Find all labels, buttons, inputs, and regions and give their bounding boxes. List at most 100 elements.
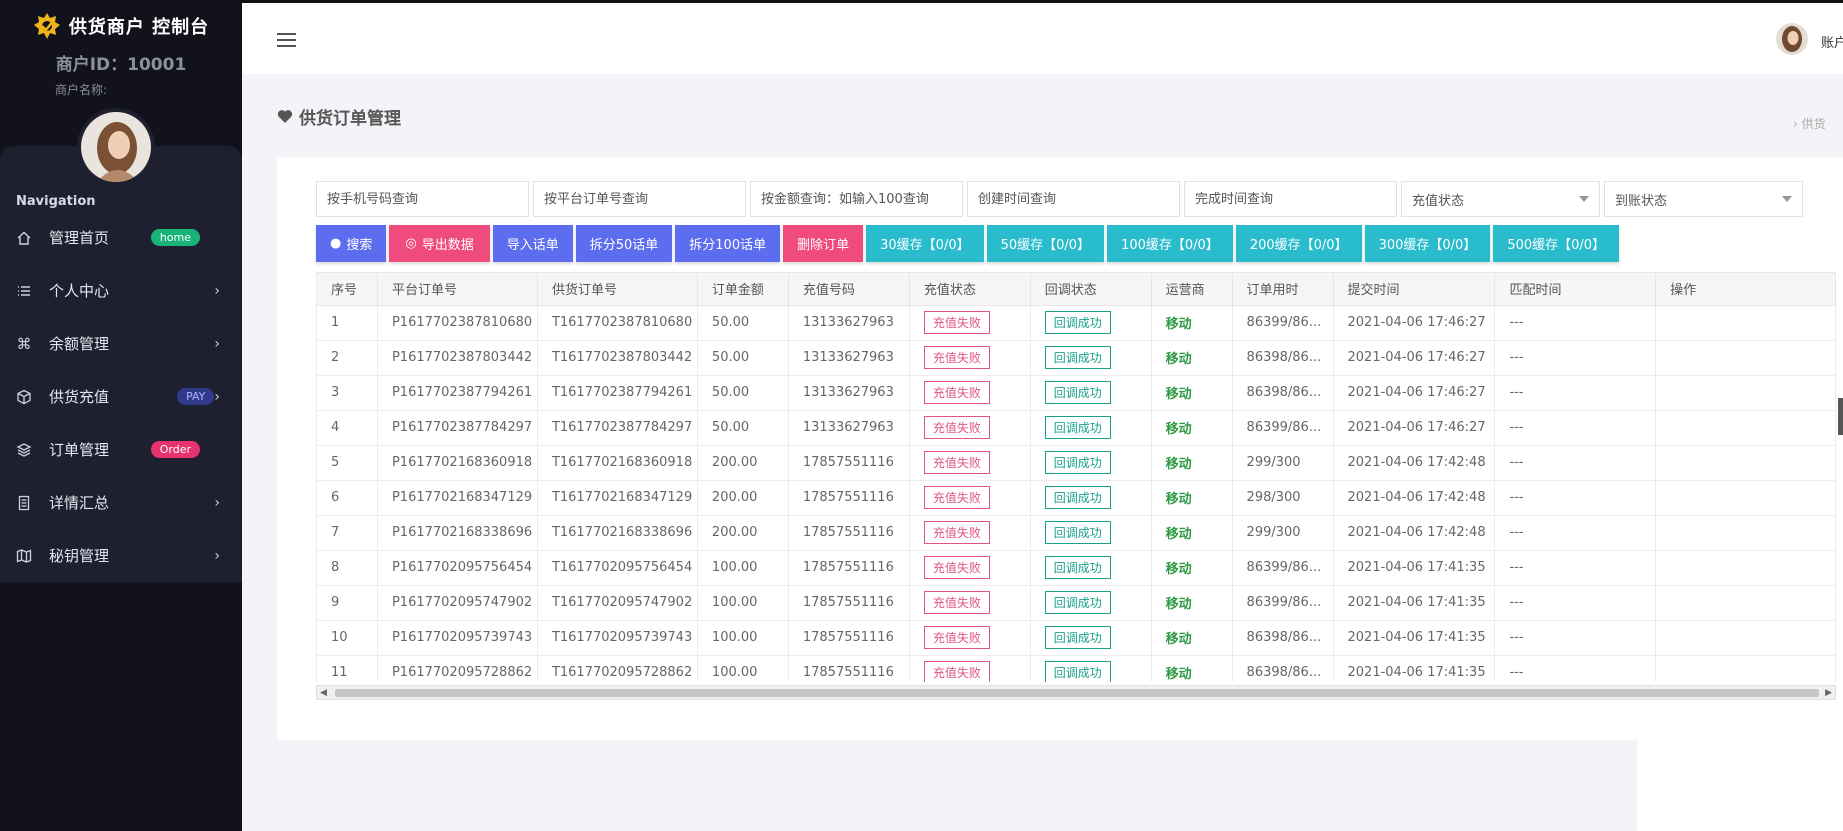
column-header[interactable]: 回调状态 bbox=[1030, 273, 1152, 306]
cell-duration: 299/300 bbox=[1232, 515, 1334, 551]
cell-actions[interactable] bbox=[1655, 375, 1836, 411]
heart-icon bbox=[277, 110, 293, 123]
split100-button[interactable]: 拆分100话单 bbox=[675, 225, 781, 262]
platform-order-input[interactable] bbox=[544, 191, 745, 207]
created-time-input[interactable] bbox=[978, 191, 1179, 207]
cell-actions[interactable] bbox=[1655, 480, 1836, 516]
table-row[interactable]: 5 P1617702168360918 T1617702168360918 200.0… bbox=[316, 445, 1836, 481]
cell-amount: 100.00 bbox=[697, 655, 789, 682]
column-header[interactable]: 充值号码 bbox=[788, 273, 910, 306]
import-button[interactable]: 导入话单 bbox=[492, 225, 573, 262]
table-row[interactable]: 6 P1617702168347129 T1617702168347129 200.0… bbox=[316, 480, 1836, 516]
column-header[interactable]: 平台订单号 bbox=[377, 273, 538, 306]
cell-callback: 回调成功 bbox=[1030, 410, 1152, 446]
recharge-status: 充值失败 bbox=[923, 661, 990, 682]
account-label[interactable]: 账户 bbox=[1821, 36, 1843, 51]
phone-search-input[interactable] bbox=[327, 191, 528, 207]
orders-table-wrap[interactable]: 序号 平台订单号 供货订单号 订单金额 充值号码 充值状态 回调状态 运营商 订… bbox=[316, 272, 1836, 682]
cell-duration: 86399/86... bbox=[1232, 305, 1334, 341]
split50-button[interactable]: 拆分50话单 bbox=[575, 225, 673, 262]
sidebar-item-profile[interactable]: 个人中心 › bbox=[0, 264, 242, 317]
sidebar-item-details[interactable]: 详情汇总 › bbox=[0, 476, 242, 529]
cache100-button[interactable]: 100缓存【0/0】 bbox=[1107, 225, 1233, 262]
amount-input[interactable] bbox=[761, 191, 962, 207]
table-row[interactable]: 2 P1617702387803442 T1617702387803442 50.00… bbox=[316, 340, 1836, 376]
sidebar-item-orders[interactable]: 订单管理 Order bbox=[0, 423, 242, 476]
table-row[interactable]: 10 P1617702095739743 T1617702095739743 100.… bbox=[316, 620, 1836, 656]
finished-time-input[interactable] bbox=[1195, 191, 1396, 207]
cell-operator: 移动 bbox=[1151, 480, 1233, 516]
cache30-button[interactable]: 30缓存【0/0】 bbox=[866, 225, 984, 262]
table-row[interactable]: 3 P1617702387794261 T1617702387794261 50.00… bbox=[316, 375, 1836, 411]
page-title-text: 供货订单管理 bbox=[299, 109, 401, 129]
recharge-status-select[interactable]: 充值状态 bbox=[1401, 181, 1600, 217]
sidebar-item-balance[interactable]: ⌘ 余额管理 › bbox=[0, 317, 242, 370]
cell-submit: 2021-04-06 17:46:27 bbox=[1333, 305, 1496, 341]
column-header[interactable]: 订单金额 bbox=[697, 273, 789, 306]
cell-phone: 13133627963 bbox=[788, 410, 910, 446]
recharge-status: 充值失败 bbox=[923, 626, 990, 649]
cache500-button[interactable]: 500缓存【0/0】 bbox=[1493, 225, 1620, 262]
cell-actions[interactable] bbox=[1655, 655, 1836, 682]
column-header[interactable]: 运营商 bbox=[1151, 273, 1233, 306]
cell-actions[interactable] bbox=[1655, 305, 1836, 341]
sidebar-item-home[interactable]: 管理首页 home bbox=[0, 211, 242, 264]
scrollbar-thumb[interactable] bbox=[335, 689, 1819, 697]
cell-supply: T1617702095747902 bbox=[537, 585, 698, 621]
cell-actions[interactable] bbox=[1655, 340, 1836, 376]
cell-actions[interactable] bbox=[1655, 550, 1836, 586]
table-row[interactable]: 1 P1617702387810680 T1617702387810680 50.00… bbox=[316, 305, 1836, 341]
search-button[interactable]: ● 搜索 bbox=[316, 225, 387, 262]
cell-actions[interactable] bbox=[1655, 410, 1836, 446]
cell-phone: 17857551116 bbox=[788, 585, 910, 621]
cell-recharge: 充值失败 bbox=[909, 410, 1031, 446]
arrival-status-select[interactable]: 到账状态 bbox=[1604, 181, 1803, 217]
sidebar-item-keys[interactable]: 秘钥管理 › bbox=[0, 529, 242, 582]
cell-duration: 86398/86... bbox=[1232, 375, 1334, 411]
breadcrumb[interactable]: › 供货 bbox=[1793, 117, 1826, 131]
column-header[interactable]: 序号 bbox=[316, 273, 378, 306]
search-button-label: 搜索 bbox=[346, 238, 373, 253]
column-header[interactable]: 供货订单号 bbox=[537, 273, 698, 306]
merchant-avatar[interactable] bbox=[77, 108, 155, 186]
table-row[interactable]: 8 P1617702095756454 T1617702095756454 100.0… bbox=[316, 550, 1836, 586]
column-header[interactable]: 订单用时 bbox=[1232, 273, 1334, 306]
cell-actions[interactable] bbox=[1655, 515, 1836, 551]
operator-status: 移动 bbox=[1165, 562, 1192, 577]
hamburger-menu-icon[interactable] bbox=[277, 33, 296, 47]
column-header[interactable]: 匹配时间 bbox=[1494, 273, 1657, 306]
cell-actions[interactable] bbox=[1655, 445, 1836, 481]
delete-order-button[interactable]: 删除订单 bbox=[783, 225, 864, 262]
horizontal-scrollbar[interactable]: ◀ ▶ bbox=[316, 685, 1836, 700]
vertical-scrollbar-thumb[interactable] bbox=[1838, 398, 1843, 435]
column-header[interactable]: 充值状态 bbox=[909, 273, 1031, 306]
table-row[interactable]: 4 P1617702387784297 T1617702387784297 50.00… bbox=[316, 410, 1836, 446]
cache200-button[interactable]: 200缓存【0/0】 bbox=[1235, 225, 1362, 262]
user-avatar[interactable] bbox=[1776, 23, 1808, 55]
cache50-button[interactable]: 50缓存【0/0】 bbox=[986, 225, 1105, 262]
sidebar-item-recharge[interactable]: 供货充值 PAY › bbox=[0, 370, 242, 423]
cell-platform: P1617702387784297 bbox=[377, 410, 538, 446]
scroll-left-icon[interactable]: ◀ bbox=[320, 688, 327, 698]
cell-actions[interactable] bbox=[1655, 620, 1836, 656]
brand[interactable]: 供货商户 控制台 bbox=[0, 0, 242, 52]
column-header[interactable]: 操作 bbox=[1655, 273, 1836, 306]
document-icon bbox=[16, 495, 32, 511]
table-row[interactable]: 7 P1617702168338696 T1617702168338696 200.0… bbox=[316, 515, 1836, 551]
cell-amount: 200.00 bbox=[697, 480, 789, 516]
operator-status: 移动 bbox=[1165, 597, 1192, 612]
table-row[interactable]: 11 P1617702095728862 T1617702095728862 100.… bbox=[316, 655, 1836, 682]
column-header[interactable]: 提交时间 bbox=[1333, 273, 1496, 306]
cell-duration: 299/300 bbox=[1232, 445, 1334, 481]
cell-match: --- bbox=[1494, 375, 1657, 411]
cell-actions[interactable] bbox=[1655, 585, 1836, 621]
cell-supply: T1617702168347129 bbox=[537, 480, 698, 516]
cell-amount: 50.00 bbox=[697, 340, 789, 376]
cell-submit: 2021-04-06 17:42:48 bbox=[1333, 515, 1496, 551]
scroll-right-icon[interactable]: ▶ bbox=[1825, 688, 1832, 698]
page-title: 供货订单管理 bbox=[277, 104, 401, 129]
cell-amount: 100.00 bbox=[697, 620, 789, 656]
table-row[interactable]: 9 P1617702095747902 T1617702095747902 100.0… bbox=[316, 585, 1836, 621]
cache300-button[interactable]: 300缓存【0/0】 bbox=[1364, 225, 1491, 262]
export-button[interactable]: ◎ 导出数据 bbox=[389, 225, 490, 262]
